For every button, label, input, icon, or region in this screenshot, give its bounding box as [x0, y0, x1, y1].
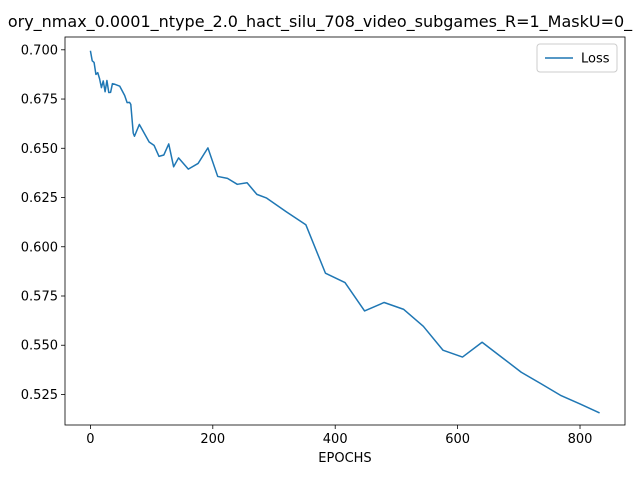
y-tick-label: 0.700 [21, 43, 58, 58]
x-tick-label: 800 [568, 432, 593, 447]
plot-frame [64, 36, 626, 426]
y-tick-label: 0.550 [21, 339, 58, 354]
x-tick-label: 400 [323, 432, 348, 447]
plot-area: 0 200 400 600 800 0.525 0.550 0.575 0.600 0.625 0.… [21, 36, 626, 447]
y-tick-label: 0.650 [21, 142, 58, 157]
legend-box [536, 43, 618, 73]
x-tick-label: 600 [445, 432, 470, 447]
y-tick-label: 0.675 [21, 93, 58, 108]
x-tick-label: 0 [86, 432, 94, 447]
x-tick-label: 200 [200, 432, 225, 447]
chart-title: ory_nmax_0.0001_ntype_2.0_hact_silu_708_… [8, 12, 633, 32]
y-tick-label: 0.575 [21, 289, 58, 304]
loss-series-line [89, 50, 600, 414]
y-tick-label: 0.625 [21, 191, 58, 206]
x-axis-label: EPOCHS [318, 451, 371, 466]
y-tick-label: 0.600 [21, 240, 58, 255]
y-tick-label: 0.525 [21, 388, 58, 403]
legend-label: Loss [581, 52, 610, 67]
